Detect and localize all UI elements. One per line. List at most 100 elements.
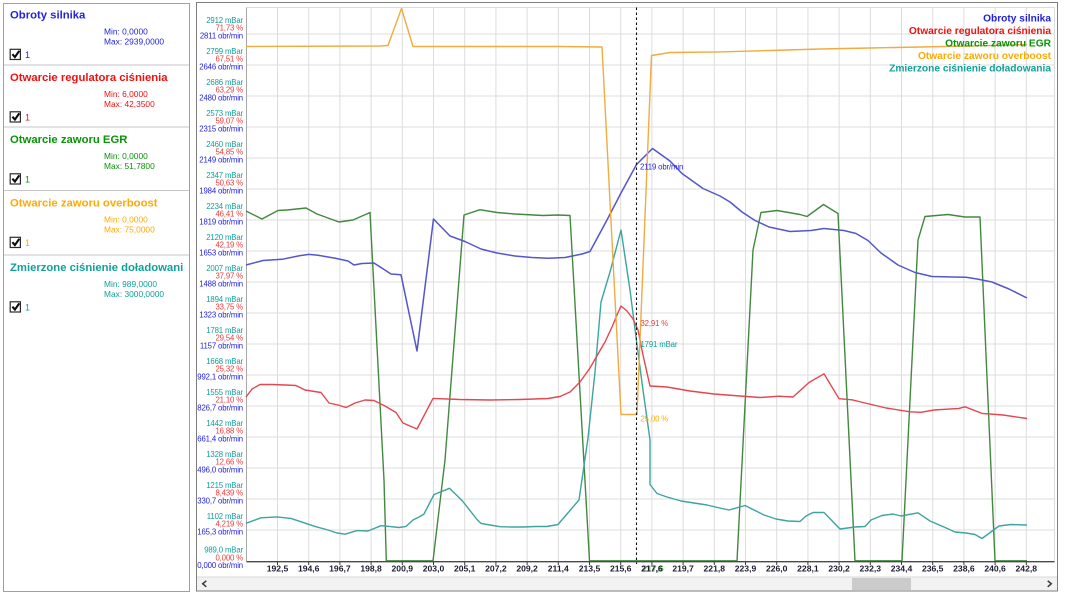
svg-text:Min: 0,0000: Min: 0,0000 [104, 215, 148, 225]
svg-text:Otwarcie zaworu overboost: Otwarcie zaworu overboost [918, 51, 1052, 62]
svg-text:2119 obr/min: 2119 obr/min [640, 162, 683, 171]
svg-text:4,219 %: 4,219 % [215, 520, 243, 529]
svg-text:1157 obr/min: 1157 obr/min [200, 341, 243, 350]
svg-text:Min: 0,0000: Min: 0,0000 [104, 151, 148, 161]
svg-text:54,85 %: 54,85 % [215, 148, 243, 157]
svg-text:1488 obr/min: 1488 obr/min [199, 279, 243, 288]
svg-text:Otwarcie regulatora ciśnienia: Otwarcie regulatora ciśnienia [909, 26, 1051, 37]
svg-text:2811 obr/min: 2811 obr/min [200, 31, 243, 40]
svg-text:25,32 %: 25,32 % [215, 365, 243, 374]
svg-text:205,1: 205,1 [454, 564, 476, 574]
svg-text:2646 obr/min: 2646 obr/min [199, 62, 243, 71]
svg-text:213,5: 213,5 [579, 564, 601, 574]
svg-text:Max: 51,7800: Max: 51,7800 [104, 161, 155, 171]
svg-text:1: 1 [25, 302, 30, 312]
svg-text:Max: 3000,0000: Max: 3000,0000 [104, 289, 164, 299]
svg-text:330,7 obr/min: 330,7 obr/min [197, 496, 243, 505]
svg-text:203,0: 203,0 [423, 564, 445, 574]
svg-text:37,97 %: 37,97 % [215, 272, 243, 281]
svg-text:219,7: 219,7 [672, 564, 694, 574]
svg-text:1984 obr/min: 1984 obr/min [199, 186, 243, 195]
svg-text:Otwarcie regulatora ciśnienia: Otwarcie regulatora ciśnienia [10, 72, 168, 84]
svg-text:Min: 0,0000: Min: 0,0000 [104, 27, 148, 37]
svg-text:2573 mBar: 2573 mBar [206, 109, 243, 118]
svg-text:198,8: 198,8 [360, 564, 382, 574]
svg-text:1: 1 [25, 112, 30, 122]
svg-text:240,6: 240,6 [984, 564, 1006, 574]
svg-text:226,0: 226,0 [766, 564, 788, 574]
svg-text:2912 mBar: 2912 mBar [206, 16, 243, 25]
svg-text:Min: 989,0000: Min: 989,0000 [104, 279, 157, 289]
svg-text:Max: 2939,0000: Max: 2939,0000 [104, 37, 164, 47]
svg-text:1819 obr/min: 1819 obr/min [199, 217, 243, 226]
svg-text:242,8: 242,8 [1016, 564, 1038, 574]
svg-text:Max: 75,0000: Max: 75,0000 [104, 225, 155, 235]
svg-text:Max: 42,3500: Max: 42,3500 [104, 99, 155, 109]
svg-text:165,3 obr/min: 165,3 obr/min [197, 527, 243, 536]
svg-text:8,439 %: 8,439 % [215, 489, 243, 498]
svg-text:32,91 %: 32,91 % [641, 319, 669, 328]
svg-text:2686 mBar: 2686 mBar [206, 78, 243, 87]
svg-text:29,54 %: 29,54 % [215, 334, 243, 343]
svg-text:Min: 6,0000: Min: 6,0000 [104, 89, 148, 99]
svg-text:238,6: 238,6 [953, 564, 975, 574]
svg-text:Zmierzone ciśnienie doładowani: Zmierzone ciśnienie doładowania [889, 64, 1051, 75]
svg-text:33,75 %: 33,75 % [215, 303, 243, 312]
svg-text:67,51 %: 67,51 % [215, 55, 243, 64]
svg-text:1442 mBar: 1442 mBar [206, 419, 243, 428]
svg-text:50,63 %: 50,63 % [215, 179, 243, 188]
svg-text:1791 mBar: 1791 mBar [641, 340, 678, 349]
svg-text:Otwarcie zaworu EGR: Otwarcie zaworu EGR [10, 134, 127, 146]
svg-text:1323 obr/min: 1323 obr/min [199, 310, 243, 319]
svg-text:1: 1 [25, 238, 30, 248]
svg-text:63,29 %: 63,29 % [215, 86, 243, 95]
svg-text:194,6: 194,6 [298, 564, 320, 574]
svg-text:Otwarcie zaworu overboost: Otwarcie zaworu overboost [10, 198, 158, 210]
svg-text:2460 mBar: 2460 mBar [206, 140, 243, 149]
svg-text:0,000 obr/min: 0,000 obr/min [197, 561, 243, 570]
svg-text:2347 mBar: 2347 mBar [206, 171, 243, 180]
svg-text:236,5: 236,5 [922, 564, 944, 574]
svg-text:211,4: 211,4 [548, 564, 569, 574]
svg-text:1: 1 [25, 174, 30, 184]
svg-text:230,2: 230,2 [828, 564, 850, 574]
svg-text:Zmierzone ciśnienie doładowani: Zmierzone ciśnienie doładowani [10, 262, 183, 274]
svg-text:196,7: 196,7 [329, 564, 351, 574]
svg-text:217,6: 217,6 [641, 564, 663, 574]
svg-text:209,2: 209,2 [516, 564, 538, 574]
svg-text:59,07 %: 59,07 % [215, 117, 243, 126]
svg-text:2799 mBar: 2799 mBar [206, 47, 243, 56]
svg-text:1: 1 [25, 50, 30, 60]
svg-text:2007 mBar: 2007 mBar [206, 264, 243, 273]
svg-text:Obroty silnika: Obroty silnika [10, 10, 86, 22]
svg-text:42,19 %: 42,19 % [215, 241, 243, 250]
svg-text:46,41 %: 46,41 % [215, 210, 243, 219]
svg-text:228,1: 228,1 [797, 564, 819, 574]
svg-text:223,9: 223,9 [735, 564, 757, 574]
svg-text:221,8: 221,8 [704, 564, 726, 574]
svg-text:826,7 obr/min: 826,7 obr/min [197, 403, 243, 412]
svg-text:192,5: 192,5 [267, 564, 289, 574]
svg-text:16,88 %: 16,88 % [215, 427, 243, 436]
svg-text:0,000 %: 0,000 % [215, 553, 243, 562]
svg-text:2480 obr/min: 2480 obr/min [199, 93, 243, 102]
svg-text:232,3: 232,3 [860, 564, 882, 574]
svg-text:21,10 %: 21,10 % [215, 396, 243, 405]
svg-text:2120 mBar: 2120 mBar [206, 233, 243, 242]
svg-text:215,6: 215,6 [610, 564, 632, 574]
svg-text:2315 obr/min: 2315 obr/min [199, 124, 243, 133]
svg-text:1555 mBar: 1555 mBar [206, 388, 243, 397]
svg-text:Otwarcie zaworu EGR: Otwarcie zaworu EGR [945, 39, 1052, 50]
svg-text:2149 obr/min: 2149 obr/min [199, 155, 243, 164]
svg-text:25,00 %: 25,00 % [641, 415, 669, 424]
svg-text:1102 mBar: 1102 mBar [207, 512, 244, 521]
svg-text:Obroty silnika: Obroty silnika [983, 14, 1051, 25]
svg-text:1653 obr/min: 1653 obr/min [199, 248, 243, 257]
svg-text:217,6: 217,6 [642, 564, 664, 574]
svg-text:992,1 obr/min: 992,1 obr/min [197, 372, 243, 381]
svg-text:71,73 %: 71,73 % [215, 24, 243, 33]
svg-text:234,4: 234,4 [891, 564, 913, 574]
svg-text:1781 mBar: 1781 mBar [206, 326, 243, 335]
svg-text:207,2: 207,2 [485, 564, 507, 574]
svg-text:661,4 obr/min: 661,4 obr/min [197, 434, 243, 443]
